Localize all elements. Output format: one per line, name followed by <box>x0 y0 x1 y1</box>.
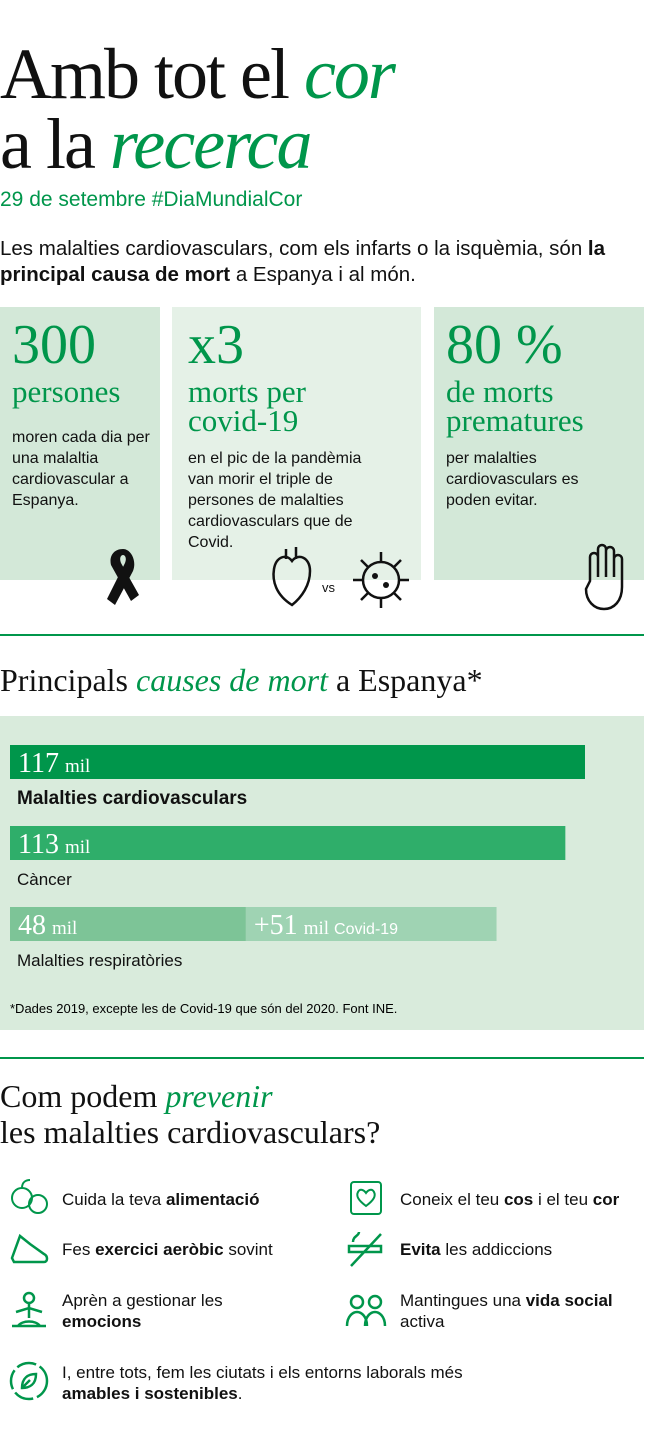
vs-label: vs <box>322 580 335 595</box>
bar <box>10 907 246 941</box>
stat-number: x3 <box>188 314 244 376</box>
stat-text: moren cada dia per una malaltia cardiova… <box>12 429 150 509</box>
bar-value: 117 <box>18 748 59 779</box>
prevention-title-text: les malalties cardiovasculars? <box>0 1114 381 1150</box>
bar-unit: mil <box>65 756 90 777</box>
stat-card: 300 persones moren cada dia per una mala… <box>0 307 160 605</box>
title-line: Amb tot el cor <box>0 38 396 110</box>
prevention-item: I, entre tots, fem les ciutats i els ent… <box>62 1362 502 1404</box>
body-icon <box>350 1181 382 1215</box>
intro: Les malalties cardiovasculars, com els i… <box>0 236 646 288</box>
intro-text: Les malalties cardiovasculars, com els i… <box>0 237 588 260</box>
prevention-item: Mantingues una vida social activa <box>400 1290 620 1332</box>
item-text: sovint <box>223 1240 273 1259</box>
stat-label: morts per covid-19 <box>188 374 306 438</box>
stat-card: 80 % de morts prematures per malalties c… <box>434 307 644 611</box>
stat-label: persones <box>12 374 121 409</box>
stat-label: de morts prematures <box>446 374 584 438</box>
stat-text: en el pic de la pandèmia van morir el tr… <box>188 450 362 551</box>
bar <box>10 745 585 779</box>
item-bold: alimentació <box>165 1190 260 1209</box>
virus-icon <box>353 552 409 608</box>
item-text: les addiccions <box>440 1240 553 1259</box>
chart-title-emphasis: causes de mort <box>135 662 328 698</box>
bar-label: 117 mil <box>18 748 90 779</box>
intro-bold: la principal causa de mort <box>0 237 606 286</box>
stat-number: 80 % <box>446 314 563 376</box>
item-bold: exercici aeròbic <box>95 1240 224 1259</box>
bar-series-name: Covid-19 <box>334 921 398 938</box>
item-bold: Evita <box>400 1240 441 1259</box>
title-text: Amb tot el <box>0 34 290 114</box>
bar-unit: mil <box>304 918 329 939</box>
no-smoking-icon <box>347 1231 383 1267</box>
title-line: a la recerca <box>0 108 312 180</box>
prevention-title: Com podem prevenir les malalties cardiova… <box>0 1078 380 1150</box>
chart: *Dades 2019, excepte les de Covid-19 que… <box>0 716 644 1030</box>
bar-value: 113 <box>18 829 59 860</box>
stat-card: x3 morts per covid-19 en el pic de la pa… <box>172 307 421 608</box>
heart-icon <box>272 547 312 607</box>
hand-icon <box>584 543 624 611</box>
stat-number: 300 <box>12 314 96 376</box>
item-bold: cos <box>503 1190 534 1209</box>
prevention-item: Aprèn a gestionar les emocions <box>62 1290 242 1332</box>
bar <box>10 826 566 860</box>
item-text: . <box>237 1384 243 1403</box>
item-text: Cuida la teva <box>62 1190 166 1209</box>
prevention-item: Coneix el teu cos i el teu cor <box>400 1189 619 1210</box>
prevention-item: Cuida la teva alimentació <box>62 1189 260 1210</box>
category-label: Malalties respiratòries <box>17 951 182 970</box>
chart-title: Principals causes de mort a Espanya* <box>0 662 483 699</box>
item-text: Coneix el teu <box>400 1190 504 1209</box>
stat-text: per malalties cardiovasculars es poden e… <box>446 450 579 509</box>
meditation-icon <box>12 1291 46 1328</box>
shoe-icon <box>10 1233 49 1264</box>
leaf-icon <box>9 1361 49 1401</box>
bar-label: 113 mil <box>18 829 90 860</box>
item-text: Mantingues una <box>400 1291 526 1310</box>
item-bold: amables i sostenibles <box>62 1384 238 1403</box>
bar-unit: mil <box>65 837 90 858</box>
item-bold: emocions <box>62 1312 142 1331</box>
title-text: a la <box>0 104 96 184</box>
prevention-title-emphasis: prevenir <box>165 1078 273 1114</box>
category-label: Càncer <box>17 870 72 889</box>
prevention-title-text: Com podem <box>0 1078 158 1114</box>
item-text: Fes <box>62 1240 96 1259</box>
people-icon <box>345 1294 387 1327</box>
item-text: I, entre tots, fem les ciutats i els ent… <box>62 1363 463 1382</box>
bar-value: 48 <box>18 910 46 941</box>
title-emphasis: cor <box>303 34 396 114</box>
bar <box>245 907 497 941</box>
bar-label: +51 mil Covid-19 <box>254 910 398 941</box>
item-bold: vida social <box>525 1291 613 1310</box>
item-text: i el teu <box>533 1190 593 1209</box>
item-bold: cor <box>592 1190 620 1209</box>
chart-title-text: Principals <box>0 662 128 698</box>
bar-value: +51 <box>254 910 298 941</box>
food-icon <box>11 1179 48 1214</box>
title-emphasis: recerca <box>109 104 313 184</box>
bar-unit: mil <box>52 918 77 939</box>
divider <box>0 1057 644 1059</box>
chart-title-text: a Espanya* <box>335 662 483 698</box>
category-label: Malalties cardiovasculars <box>17 788 247 809</box>
bar-label: 48 mil <box>18 910 77 941</box>
item-text: Aprèn a gestionar les <box>62 1291 223 1310</box>
subtitle: 29 de setembre #DiaMundialCor <box>0 188 303 211</box>
ribbon-icon <box>107 549 139 605</box>
prevention-item: Evita les addiccions <box>400 1239 552 1260</box>
item-text: activa <box>400 1312 445 1331</box>
intro-text: a Espanya i al món. <box>230 263 416 286</box>
prevention-item: Fes exercici aeròbic sovint <box>62 1239 273 1260</box>
chart-footnote: *Dades 2019, excepte les de Covid-19 que… <box>10 1001 397 1016</box>
divider <box>0 634 644 636</box>
